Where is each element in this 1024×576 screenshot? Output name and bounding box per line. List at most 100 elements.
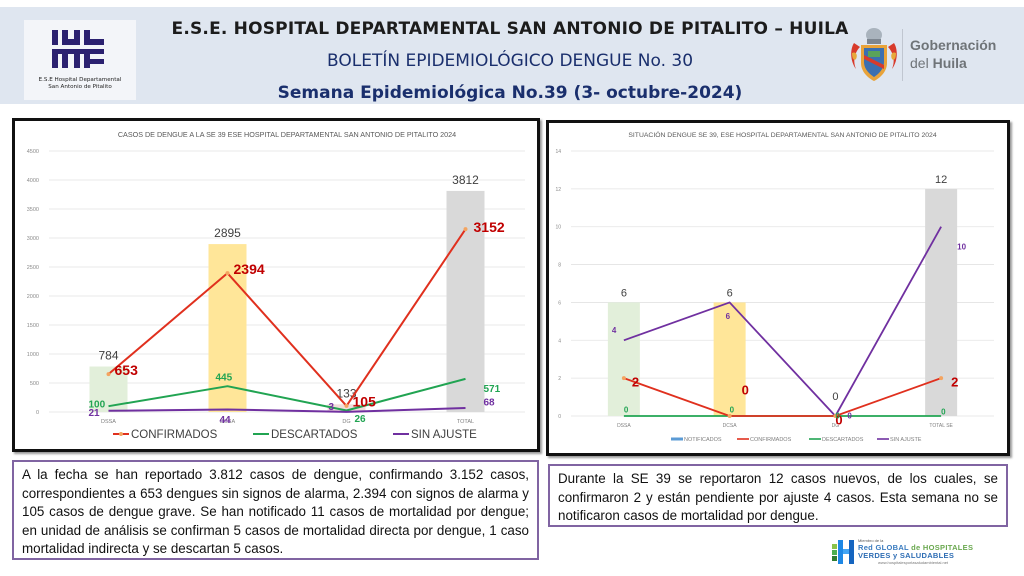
weekly-summary-note: Durante la SE 39 se reportaron 12 casos … [548, 464, 1008, 527]
x-category-label: DCSA [723, 423, 738, 429]
x-category-label: DG [342, 419, 350, 425]
bulletin-title: BOLETÍN EPIDEMIOLÓGICO DENGUE No. 30 [326, 51, 694, 71]
hospital-logo-caption-1: E.S.E Hospital Departamental [38, 77, 122, 83]
gobernacion-logo: Gobernación del Huila [848, 25, 1018, 87]
data-label-descartados: 571 [484, 384, 501, 395]
point-confirmados [225, 271, 230, 276]
y-tick-label: 8 [558, 263, 561, 269]
x-category-label: DG [832, 423, 840, 429]
x-category-label: DSSA [617, 423, 631, 429]
cumulative-cases-chart: CASOS DE DENGUE A LA SE 39 ESE HOSPITAL … [27, 130, 525, 441]
legend-label-descartados: DESCARTADOS [822, 437, 864, 443]
y-tick-label: 2000 [27, 294, 39, 300]
y-tick-label: 2500 [27, 265, 39, 271]
point-confirmados [621, 376, 626, 381]
data-label-descartados: 0 [941, 408, 946, 417]
epi-week-subtitle: Semana Epidemiológica No.39 (3- octubre-… [277, 83, 743, 103]
point-confirmados [106, 372, 111, 377]
huila-label-bold: Huila [932, 55, 967, 71]
point-confirmados [833, 414, 838, 418]
bar-value-label: 0 [832, 391, 838, 403]
legend-label-descartados: DESCARTADOS [271, 429, 358, 441]
point-confirmados [463, 227, 468, 232]
y-tick-label: 3000 [27, 236, 39, 242]
line-descartados [108, 377, 466, 412]
cumulative-summary-note: A la fecha se han reportado 3.812 casos … [12, 460, 539, 560]
chart-title: CASOS DE DENGUE A LA SE 39 ESE HOSPITAL … [118, 130, 456, 139]
y-tick-label: 4 [558, 338, 561, 344]
data-label-confirmados: 2394 [234, 261, 265, 277]
x-category-label: DSSA [101, 419, 116, 425]
y-tick-label: 4000 [27, 178, 39, 184]
bar-dcsa [713, 302, 746, 416]
y-tick-label: 6 [558, 300, 561, 306]
y-tick-label: 1000 [27, 352, 39, 358]
y-tick-label: 1500 [27, 323, 39, 329]
network-member-label: Miembro de la [858, 538, 884, 543]
point-confirmados [727, 414, 732, 418]
hospital-logo: E.S.E Hospital Departamental San Antonio… [24, 20, 136, 100]
data-label-descartados: 26 [355, 414, 367, 425]
green-hospitals-mark-icon [832, 540, 854, 564]
x-category-label: DCSA [220, 419, 236, 425]
line-confirmados [107, 228, 467, 407]
network-url: www.hospitalesporlasaludambiental.net [878, 560, 949, 565]
legend-label-confirmados: CONFIRMADOS [131, 429, 218, 441]
network-name-line1: Red GLOBAL de HOSPITALES [858, 543, 973, 552]
y-tick-label: 0 [36, 410, 39, 416]
y-tick-label: 0 [558, 414, 561, 420]
line-sin-ajuste [108, 407, 466, 413]
data-label-descartados: 0 [624, 406, 629, 415]
data-label-confirmados: 3152 [474, 219, 505, 235]
bar-value-label: 784 [98, 349, 118, 363]
coat-of-arms-icon [851, 28, 897, 81]
bar-dg [327, 404, 366, 412]
y-tick-label: 4500 [27, 149, 39, 155]
data-label-sin-ajuste: 3 [329, 402, 335, 413]
weekly-situation-chart-frame: SITUACIÓN DENGUE SE 39, ESE HOSPITAL DEP… [546, 120, 1010, 456]
data-label-sin-ajuste: 21 [89, 408, 101, 419]
institution-title: E.S.E. HOSPITAL DEPARTAMENTAL SAN ANTONI… [171, 19, 849, 39]
data-label-confirmados: 0 [835, 412, 842, 427]
data-label-descartados: 0 [730, 406, 735, 415]
hospital-logo-mark-icon [52, 30, 104, 68]
point-confirmados [344, 403, 349, 408]
huila-label-prefix: del [910, 55, 933, 71]
data-label-sin-ajuste: 10 [957, 242, 966, 251]
network-name-red-global: Red GLOBAL [858, 543, 912, 552]
network-name-hospitales: de HOSPITALES [911, 543, 974, 552]
y-tick-label: 2 [558, 376, 561, 382]
data-label-sin-ajuste: 4 [612, 326, 617, 335]
data-label-confirmados: 653 [115, 362, 139, 378]
bar-value-label: 3812 [452, 173, 479, 187]
y-tick-label: 14 [555, 149, 561, 155]
logo-divider [902, 29, 903, 81]
data-label-descartados: 100 [89, 400, 106, 411]
data-label-sin-ajuste: 6 [726, 312, 731, 321]
header-banner: E.S.E Hospital Departamental San Antonio… [0, 7, 1024, 104]
point-confirmados [939, 376, 944, 381]
bar-value-label: 6 [727, 287, 733, 299]
y-tick-label: 10 [555, 225, 561, 231]
y-tick-label: 500 [30, 381, 39, 387]
green-hospitals-network-logo: Miembro de la Red GLOBAL de HOSPITALES V… [832, 538, 1002, 568]
data-label-descartados: 0 [835, 412, 840, 421]
y-tick-label: 12 [555, 187, 561, 193]
y-tick-label: 3500 [27, 207, 39, 213]
data-label-confirmados: 2 [632, 374, 639, 389]
gobernacion-label: Gobernación [910, 37, 997, 53]
line-confirmados [623, 377, 942, 417]
x-category-label: TOTAL SE [929, 423, 953, 429]
data-label-confirmados: 0 [742, 382, 749, 397]
bar-value-label: 12 [935, 174, 947, 186]
network-name-line2: VERDES y SALUDABLES [858, 551, 955, 560]
hospital-logo-caption-2: San Antonio de Pitalito [48, 84, 112, 90]
legend-label-sin-ajuste: SIN AJUSTE [411, 429, 477, 441]
legend-label-confirmados: CONFIRMADOS [750, 437, 792, 443]
x-category-label: TOTAL [457, 419, 474, 425]
cumulative-cases-chart-frame: CASOS DE DENGUE A LA SE 39 ESE HOSPITAL … [12, 118, 540, 452]
data-label-sin-ajuste: 68 [484, 397, 496, 408]
huila-label: del Huila [910, 55, 967, 71]
legend-label-sin-ajuste: SIN AJUSTE [890, 437, 922, 443]
